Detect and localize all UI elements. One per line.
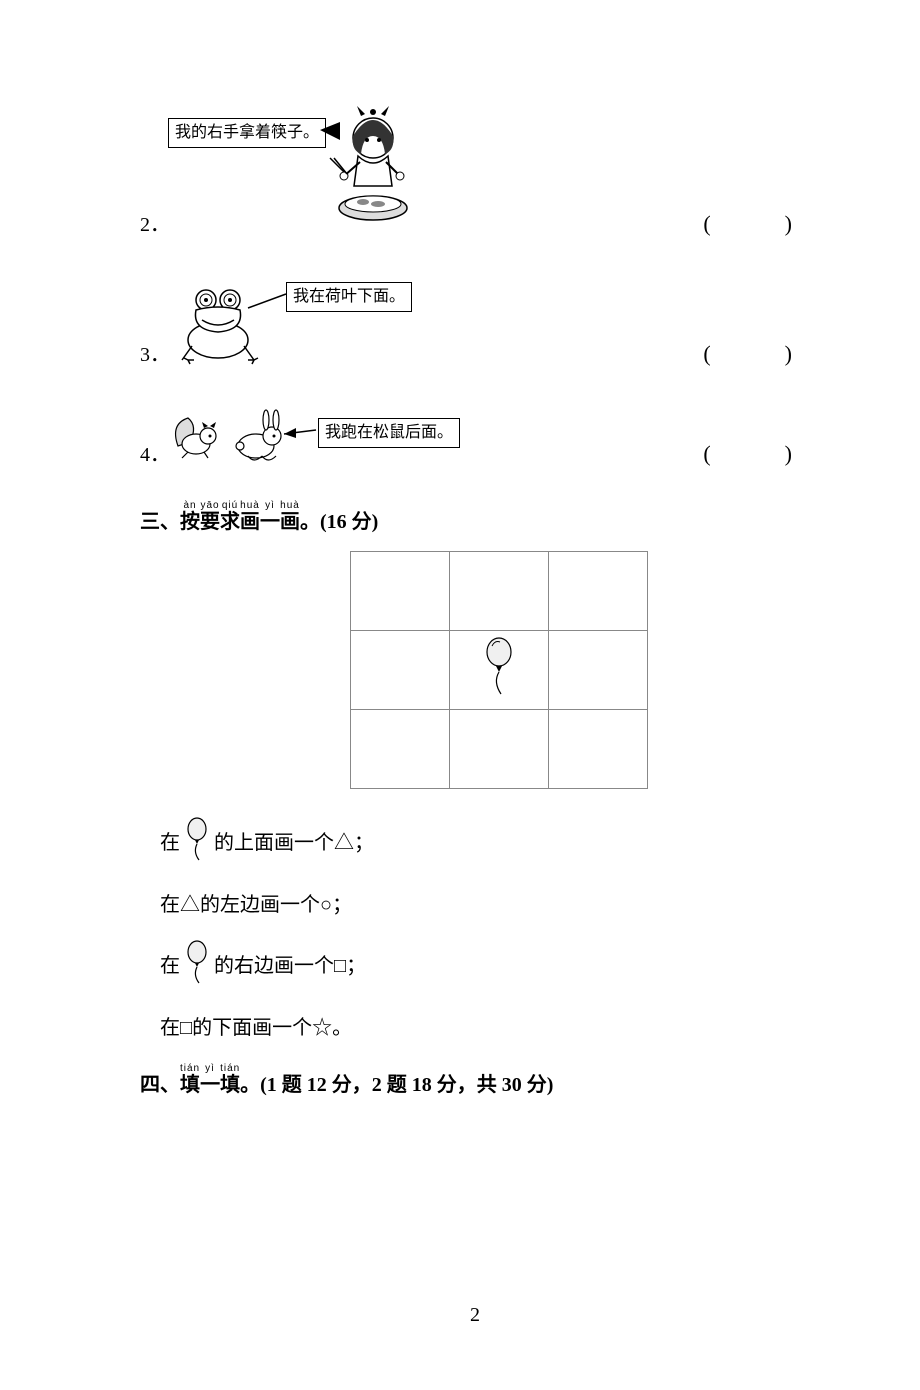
animals-svg [168, 400, 328, 470]
cell-bot-right[interactable] [549, 710, 648, 789]
s3r5: 画huà [280, 511, 300, 533]
instruction-3: 在 的右边画一个□； [160, 940, 810, 993]
question-4-speech: 我跑在松鼠后面。 [318, 418, 460, 448]
question-3-number: 3． [140, 340, 168, 370]
s3r0: 按àn [180, 511, 200, 533]
frog-svg [168, 280, 288, 370]
instr1-a: 在 [160, 832, 180, 854]
question-2-svg [168, 100, 428, 240]
question-3-row: 3． 我在荷叶下面。 ( ) [140, 280, 810, 370]
instr1-b: 的上面画一个△； [214, 832, 374, 854]
cell-bot-mid[interactable] [450, 710, 549, 789]
cell-mid-right[interactable] [549, 631, 648, 710]
page-number: 2 [140, 1300, 810, 1330]
cell-top-mid[interactable] [450, 552, 549, 631]
question-4-graphic: 我跑在松鼠后面。 [168, 400, 478, 470]
cell-top-right[interactable] [549, 552, 648, 631]
s4r0: 填tián [180, 1074, 200, 1096]
balloon-mini-icon-2 [185, 940, 209, 993]
section-3-suffix: 。(16 分) [300, 511, 378, 533]
section-4-prefix: 四、 [140, 1074, 180, 1096]
section-3-heading: 三、按àn要yāo求qiú画huà一yì画huà。(16 分) [140, 500, 810, 537]
question-4-row: 4． 我跑在松鼠后面。 ( ) [140, 400, 810, 470]
question-2-graphic: 我的右手拿着筷子。 [168, 100, 428, 240]
section-4-heading: 四、填tián一yì填tián。(1 题 12 分，2 题 18 分，共 30 … [140, 1063, 810, 1100]
instr3-a: 在 [160, 955, 180, 977]
balloon-mini-icon [185, 817, 209, 870]
s4r1: 一yì [200, 1074, 220, 1096]
s3r1: 要yāo [200, 511, 220, 533]
question-3-graphic: 我在荷叶下面。 [168, 280, 448, 370]
cell-center [450, 631, 549, 710]
question-4-paren[interactable]: ( ) [703, 437, 810, 470]
cell-mid-left[interactable] [351, 631, 450, 710]
section-3-prefix: 三、 [140, 511, 180, 533]
instruction-2: 在△的左边画一个○； [160, 890, 810, 920]
section-4-suffix: 。(1 题 12 分，2 题 18 分，共 30 分) [240, 1074, 553, 1096]
instruction-4: 在□的下面画一个☆。 [160, 1013, 810, 1043]
question-3-paren[interactable]: ( ) [703, 337, 810, 370]
question-2-row: 2． 我的右手拿着筷子。 [140, 100, 810, 240]
s4r2: 填tián [220, 1074, 240, 1096]
grid-container [140, 551, 810, 789]
question-3-speech: 我在荷叶下面。 [286, 282, 412, 312]
cell-bot-left[interactable] [351, 710, 450, 789]
instruction-1: 在 的上面画一个△； [160, 817, 810, 870]
cell-top-left[interactable] [351, 552, 450, 631]
s3r3: 画huà [240, 511, 260, 533]
question-2-paren[interactable]: ( ) [703, 207, 810, 240]
question-4-number: 4． [140, 440, 168, 470]
balloon-icon [482, 636, 516, 696]
s3r4: 一yì [260, 511, 280, 533]
instr3-b: 的右边画一个□； [214, 955, 366, 977]
question-2-number: 2． [140, 210, 168, 240]
s3r2: 求qiú [220, 511, 240, 533]
position-grid [350, 551, 648, 789]
